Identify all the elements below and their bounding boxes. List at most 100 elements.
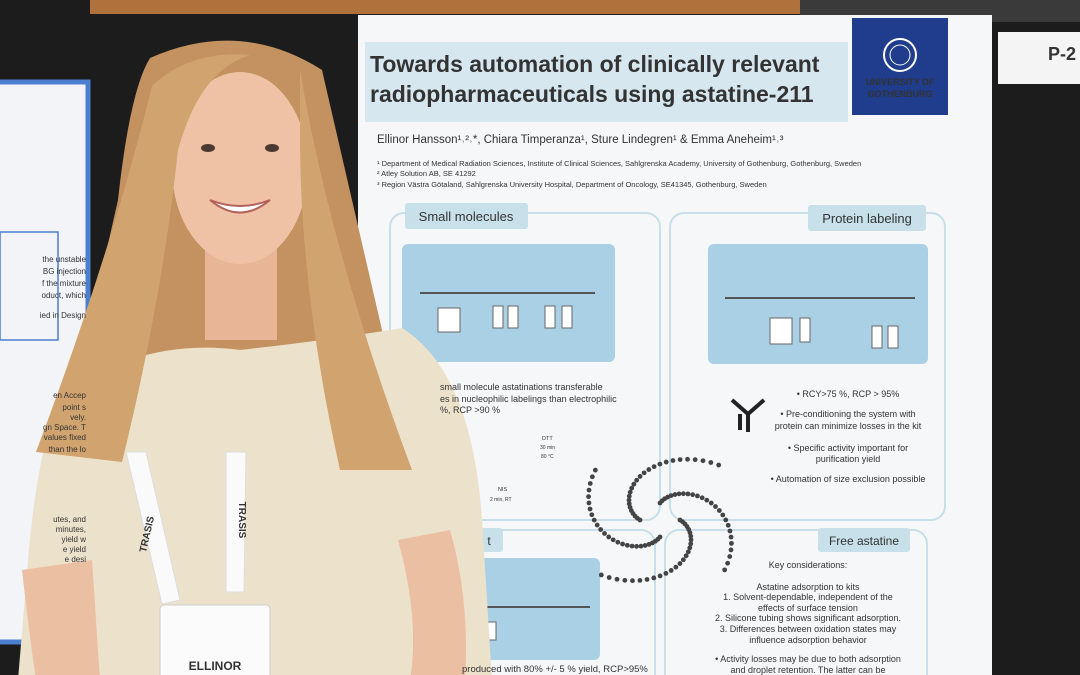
left-poster-text: gn Space. T [43, 423, 86, 432]
dot [716, 462, 722, 468]
dot [673, 564, 679, 570]
dot [591, 517, 597, 523]
dot [704, 497, 710, 503]
scheme-label: DTT [542, 436, 553, 442]
section-heading: Free astatine [829, 534, 899, 548]
poster-title: Towards automation of clinically relevan… [370, 51, 820, 77]
board-sign [998, 32, 1080, 84]
dot [692, 457, 698, 463]
eye [201, 144, 215, 152]
dot [626, 497, 632, 503]
left-poster-text: f the mixture [42, 279, 87, 288]
left-poster-text: en Accep [53, 391, 86, 400]
dot [615, 539, 621, 545]
dot [723, 517, 729, 523]
section-text: • RCY>75 %, RCP > 95% [797, 389, 900, 399]
dot [663, 459, 669, 465]
dot [727, 528, 733, 534]
dot [627, 489, 633, 495]
left-poster-text: the unstable [42, 255, 86, 264]
university-name: GOTHENBURG [868, 89, 933, 99]
section-text: 3. Differences between oxidation states … [720, 624, 897, 634]
section-text: 2. Silicone tubing shows significant ads… [715, 613, 901, 623]
title-band [365, 42, 848, 122]
left-poster-text: e yield [63, 545, 86, 554]
left-poster-text: e desi [65, 555, 87, 564]
dot [713, 504, 718, 509]
dot [728, 547, 734, 553]
dot [688, 533, 694, 539]
section-text: Key considerations: [769, 560, 848, 570]
dot [629, 543, 635, 549]
section-heading: t [487, 534, 491, 548]
section-text: effects of surface tension [758, 603, 858, 613]
dot [614, 576, 620, 582]
section-text: influence adsorption behavior [749, 635, 867, 645]
eye [265, 144, 279, 152]
dot [634, 543, 640, 549]
dot [637, 578, 643, 583]
affiliation: ² Atley Solution AB, SE 41292 [377, 169, 476, 178]
university-logo [852, 18, 948, 115]
dot [587, 506, 593, 512]
university-name: UNIVERSITY OF [866, 77, 935, 87]
left-poster-text: minutes, [56, 525, 86, 534]
poster-title: radiopharmaceuticals using astatine-211 [370, 81, 814, 107]
arm [22, 560, 100, 675]
section-text: small molecule astatinations transferabl… [440, 382, 603, 392]
dot [725, 522, 731, 528]
dot [668, 568, 674, 573]
authors: Ellinor Hansson¹˒²˒*, Chiara Timperanza¹… [377, 134, 784, 146]
dot [626, 501, 632, 507]
wood-wall [90, 0, 800, 14]
dot [668, 493, 674, 499]
dot [685, 491, 691, 497]
name-badge [159, 604, 271, 675]
dot [598, 572, 604, 578]
left-poster-text: BG injection [43, 267, 86, 276]
dot [602, 531, 607, 536]
dot [651, 464, 657, 470]
badge-name: ELLINOR [189, 659, 242, 673]
dot [646, 467, 652, 472]
dot [651, 575, 657, 581]
dot [676, 491, 682, 497]
section-box [669, 212, 946, 521]
dot [657, 573, 663, 579]
antibody-icon [730, 398, 766, 432]
dot [685, 549, 691, 555]
dot [610, 537, 616, 543]
left-poster-text: values fixed [44, 433, 86, 442]
left-poster-text: ied in Design [40, 311, 86, 320]
scheme-label: NIS [498, 487, 508, 493]
hair-strand [36, 54, 250, 462]
dot [708, 500, 714, 506]
dot [606, 575, 612, 580]
left-poster-text: utes, and [53, 515, 86, 524]
dot [594, 522, 600, 528]
section-text: and droplet retention. The latter can be [731, 665, 886, 675]
dot [644, 577, 650, 582]
dot [708, 460, 714, 465]
section-text: %, RCP >90 % [440, 405, 500, 415]
scheme-label: 2 min, RT [490, 497, 512, 503]
dot [677, 561, 683, 566]
dot [663, 570, 669, 576]
section-text: • Pre-conditioning the system with [780, 409, 915, 419]
dot [629, 485, 635, 491]
dot [695, 493, 700, 499]
scheme-label: 30 min [540, 445, 555, 451]
dot [630, 578, 635, 584]
dot [646, 541, 652, 547]
face [172, 72, 308, 264]
logo-emblem [883, 38, 917, 72]
section-text: Astatine adsorption to kits [756, 582, 860, 592]
dot [586, 500, 592, 506]
section-text: produced with 80% +/- 5 % yield, RCP>95% [462, 664, 648, 675]
setup-diagram [402, 244, 615, 362]
dot [716, 508, 722, 513]
sign-label: P-2 [1048, 44, 1076, 64]
dot [624, 542, 630, 548]
dot [685, 456, 690, 462]
